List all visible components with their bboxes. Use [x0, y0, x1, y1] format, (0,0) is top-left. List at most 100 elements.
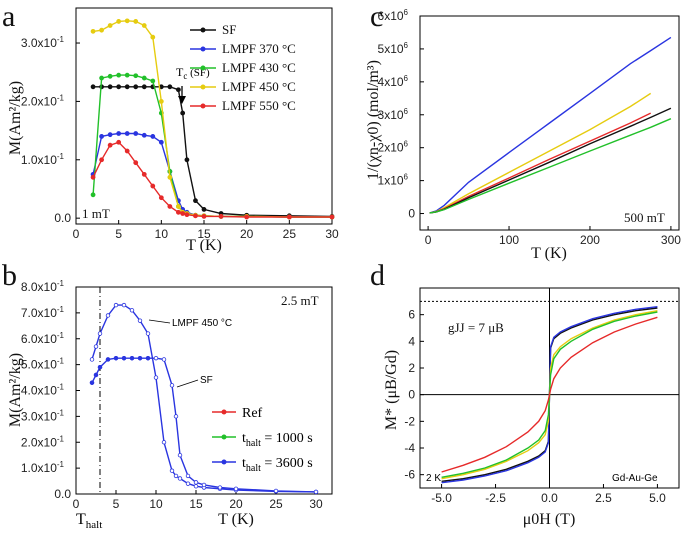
panel-d-series	[441, 306, 658, 484]
panel-b-x-tick-label: 25	[269, 497, 283, 511]
panel-b-y-tick-label: 3.0x10-1	[21, 408, 65, 423]
panel-a-series-green-point	[124, 72, 130, 78]
panel-a-x-tick-label: 10	[155, 227, 169, 241]
panel-a-series-red-point	[116, 139, 122, 145]
panel-b-series-sf-point	[273, 488, 279, 494]
panel-a-legend-marker	[200, 65, 206, 71]
panel-a-series-red-point	[180, 211, 186, 216]
panel-a-series-red-line	[92, 141, 332, 218]
panel-b-series-lmpf-point	[89, 357, 95, 362]
panel-d-note-temp: 2 K	[426, 473, 441, 484]
panel-c-x-ticks: 0 100 200 300	[425, 226, 681, 247]
panel-a-x-tick-label: 30	[325, 227, 339, 241]
panel-a-legend-marker	[200, 46, 206, 52]
panel-a-series-yellow-point	[124, 18, 130, 24]
panel-b-series	[89, 302, 319, 495]
panel-c: c 0 100 200 300 0 1x106 2x106 3x106 4x106 5x106 6…	[365, 0, 681, 262]
panel-b-series-lmpf-point	[121, 302, 127, 308]
panel-d-y-ticks: -6 -4 -2 0 2 4 6	[404, 308, 424, 482]
panel-c-ylabel: 1/(χn-χ0) (mol/m³)	[365, 60, 382, 180]
panel-c-x-tick-label: 100	[499, 233, 519, 247]
panel-a-legend: SF LMPF 370 °C LMPF 430 °C LMPF 450 °C LMPF …	[190, 22, 296, 113]
panel-d-x-tick-label: -5.0	[431, 491, 452, 505]
panel-b-x-tick-label: 0	[73, 497, 80, 511]
panel-d: d -5.0 -2.5 0.0 2.5 5.0 -6 -4 -2 0 2 4 6 μ0H (T) M…	[370, 259, 680, 528]
panel-b-x-ticks: 0 5 10 15 20 25 30	[73, 490, 323, 511]
panel-d-series-red-line	[441, 316, 658, 473]
panel-a-series-red-point	[150, 183, 156, 189]
panel-a-x-tick-label: 20	[240, 227, 254, 241]
panel-a-series-blue-point	[116, 131, 122, 136]
panel-a-series-yellow-point	[107, 23, 113, 28]
panel-c-y-tick-label: 5x106	[378, 41, 409, 56]
panel-c-x-tick-label: 200	[580, 233, 600, 247]
panel-b-y-ticks: 0.0 1.0x10-1 2.0x10-1 3.0x10-1 4.0x10-1 5.0x1…	[21, 279, 80, 501]
panel-b-y-tick-label: 5.0x10-1	[21, 357, 65, 372]
panel-b-series-sf-filled-point	[145, 355, 151, 361]
panel-c-series-blue-line	[429, 36, 672, 214]
panel-a-legend-label: LMPF 450 °C	[222, 79, 296, 94]
panel-b-series-sf-point	[233, 486, 239, 492]
panel-a-series-black-point	[90, 84, 96, 90]
panel-b-series-sf-point	[193, 480, 199, 485]
panel-a-series-black-point	[167, 84, 173, 90]
panel-a-series-blue-point	[158, 139, 164, 145]
panel-a-series-red-point	[107, 142, 113, 148]
panel-b-legend-marker	[221, 459, 227, 465]
panel-a-y-tick-label: 2.0x10-1	[21, 93, 65, 108]
panel-c-label: c	[370, 0, 383, 33]
panel-b-series-sf-filled-point	[129, 355, 135, 361]
panel-a-series-yellow-point	[116, 19, 122, 24]
panel-a-y-ticks: 0.0 1.0x10-1 2.0x10-1 3.0x10-1	[21, 35, 80, 225]
panel-a-y-tick-label: 1.0x10-1	[21, 152, 65, 167]
panel-d-x-tick-label: -2.5	[485, 491, 506, 505]
panel-b-series-sf-filled-point	[89, 380, 95, 385]
panel-b-series-sf-filled-point	[113, 355, 119, 361]
panel-c-y-tick-label: 6x106	[378, 8, 409, 23]
panel-a-series-blue-point	[141, 132, 147, 138]
panel-b-thalt-label: Thalt	[76, 511, 102, 531]
panel-a-series-blue-point	[107, 132, 113, 138]
panel-a-series-green-point	[99, 75, 104, 81]
panel-b-label: b	[2, 259, 17, 292]
panel-a-legend-label: LMPF 370 °C	[222, 41, 296, 56]
panel-b-series-sf-point	[153, 355, 159, 361]
panel-a-xlabel: T (K)	[186, 237, 222, 254]
panel-c-y-tick-label: 0	[408, 207, 415, 221]
panel-a-series-red-point	[90, 174, 96, 180]
panel-a-series-black-point	[124, 84, 130, 90]
panel-d-x-tick-label: 0.0	[541, 491, 558, 505]
panel-a-x-tick-label: 0	[73, 227, 80, 241]
panel-b-x-tick-label: 30	[309, 497, 323, 511]
panel-a-series-blue-point	[124, 131, 130, 136]
panel-d-y-tick-label: 6	[408, 308, 415, 322]
panel-b-series-lmpf-point	[105, 313, 111, 318]
panel-a-series-green-point	[133, 73, 139, 79]
panel-b-legend-label: Ref	[242, 406, 263, 421]
panel-d-y-tick-label: 0	[408, 388, 415, 402]
panel-a-series-blue-point	[133, 131, 139, 136]
panel-b-series-lmpf-point	[129, 308, 135, 313]
panel-d-xlabel: μ0H (T)	[523, 511, 576, 528]
panel-d-y-tick-label: -6	[404, 468, 415, 482]
panel-a-series-red-point	[329, 214, 335, 220]
panel-a-series-green-point	[116, 72, 122, 78]
panel-a-series-blue-point	[99, 134, 104, 139]
panel-a-series-black-point	[201, 207, 207, 212]
panel-b-x-tick-label: 5	[113, 497, 120, 511]
panel-a-series-red-point	[141, 171, 147, 177]
panel-a-y-tick-label: 0.0	[54, 211, 71, 225]
panel-c-series-red-line	[429, 112, 652, 214]
panel-a-series-red-point	[133, 160, 139, 166]
panel-d-y-tick-label: 4	[408, 334, 415, 348]
panel-a-legend-marker	[200, 103, 206, 109]
panel-a-series-red-point	[184, 212, 190, 218]
panel-a-series-black-point	[107, 84, 113, 90]
panel-b-ann-sf: SF	[200, 375, 213, 386]
panel-b-ann-lmpf-pointer	[148, 319, 171, 324]
panel-b-y-tick-label: 7.0x10-1	[21, 305, 65, 320]
panel-b-series-lmpf-point	[173, 473, 179, 479]
panel-b-series-lmpf-point	[193, 484, 199, 489]
panel-a-series-green-line	[92, 74, 332, 218]
